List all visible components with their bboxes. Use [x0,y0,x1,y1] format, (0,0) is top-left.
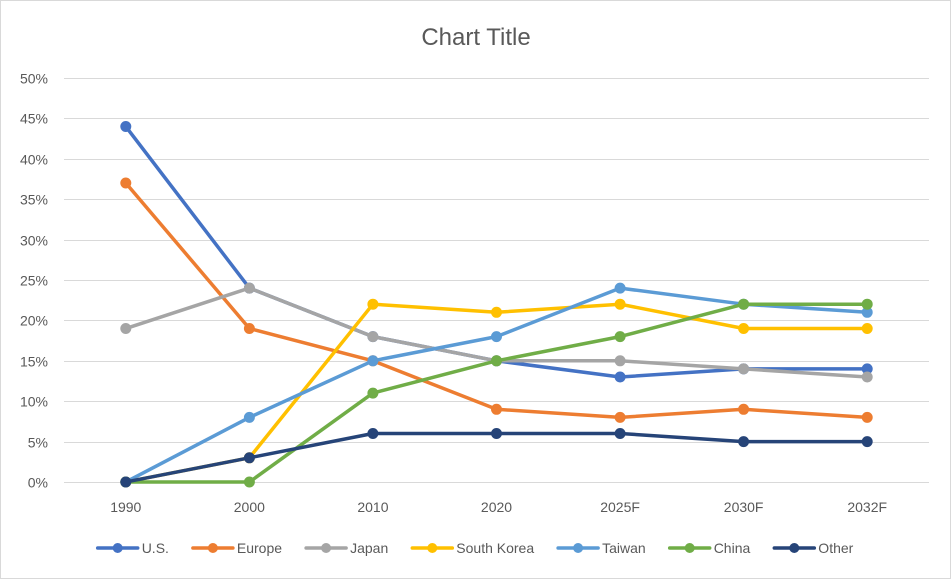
y-tick-label: 30% [20,233,48,249]
x-tick-label: 2030F [724,499,764,515]
legend-swatch-marker [573,543,584,553]
legend-item-china[interactable]: China [667,540,751,556]
data-point[interactable] [861,371,873,383]
data-point[interactable] [614,371,626,383]
x-tick-label: 2020 [481,499,512,515]
y-tick-label: 50% [20,71,48,87]
y-tick-label: 40% [20,152,48,168]
legend-item-south-korea[interactable]: South Korea [410,540,534,556]
legend-label: Japan [350,540,388,556]
y-tick-label: 45% [20,111,48,127]
legend-label: Other [818,540,853,556]
data-point[interactable] [120,323,132,334]
legend-swatch-marker [207,543,218,553]
legend-label: China [714,540,751,556]
data-point[interactable] [367,298,379,310]
series-europe [120,177,873,423]
data-point[interactable] [614,355,626,367]
legend-item-japan[interactable]: Japan [304,540,388,556]
data-point[interactable] [367,355,379,367]
legend-swatch-marker [684,543,695,553]
data-point[interactable] [243,282,255,294]
chart-title: Chart Title [421,24,530,51]
x-axis-ticks: 1990 2000 2010 2020 2025F 2030F 2032F [110,499,887,515]
y-tick-label: 35% [20,192,48,208]
series-group [120,121,873,488]
data-point[interactable] [738,323,750,334]
series-line-europe [124,181,869,420]
x-tick-label: 2025F [600,499,640,515]
series-line-other [124,431,869,484]
data-point[interactable] [614,428,626,439]
data-point[interactable] [861,298,873,310]
y-tick-label: 25% [20,273,48,289]
data-point[interactable] [491,355,502,367]
data-point[interactable] [491,403,502,415]
legend-swatch-marker [789,543,800,553]
data-point[interactable] [367,387,379,399]
data-point[interactable] [243,452,255,464]
legend-label: Taiwan [602,540,646,556]
data-point[interactable] [861,411,873,423]
y-tick-label: 15% [20,354,48,370]
data-point[interactable] [614,282,626,294]
data-point[interactable] [861,323,873,334]
data-point[interactable] [614,411,626,423]
legend: U.S. Europe Japan South Korea Taiwan China Oth… [95,540,854,556]
series-line-south-korea [124,302,869,484]
data-point[interactable] [120,121,132,132]
data-point[interactable] [738,403,750,415]
data-point[interactable] [120,476,132,488]
legend-label: Europe [237,540,282,556]
legend-item-other[interactable]: Other [772,540,854,556]
data-point[interactable] [120,177,132,189]
gridlines [64,78,929,483]
y-axis-ticks: 0% 5% 10% 15% 20% 25% 30% 35% 40% 45% 50% [20,71,48,491]
series-south-korea [120,298,873,488]
legend-label: South Korea [456,540,534,556]
data-point[interactable] [367,428,379,439]
series-other [120,428,873,488]
legend-swatch-marker [112,543,123,553]
x-tick-label: 1990 [110,499,141,515]
data-point[interactable] [243,411,255,423]
data-point[interactable] [861,436,873,448]
y-tick-label: 5% [28,435,48,451]
data-point[interactable] [243,476,255,488]
x-tick-label: 2010 [357,499,388,515]
legend-item-u-s[interactable]: U.S. [95,540,169,556]
y-tick-label: 0% [28,475,48,491]
series-line-china [124,302,869,484]
y-tick-label: 20% [20,313,48,329]
data-point[interactable] [491,306,502,318]
data-point[interactable] [614,298,626,310]
x-tick-label: 2032F [847,499,887,515]
legend-swatch-marker [427,543,438,553]
data-point[interactable] [614,331,626,343]
data-point[interactable] [243,323,255,334]
data-point[interactable] [738,298,750,310]
legend-label: U.S. [142,540,169,556]
data-point[interactable] [367,331,379,343]
data-point[interactable] [491,331,502,343]
data-point[interactable] [491,428,502,439]
legend-swatch-marker [321,543,332,553]
series-u-s [120,121,873,383]
y-tick-label: 10% [20,394,48,410]
legend-item-taiwan[interactable]: Taiwan [556,540,646,556]
data-point[interactable] [738,436,750,448]
legend-item-europe[interactable]: Europe [191,540,282,556]
x-tick-label: 2000 [234,499,265,515]
data-point[interactable] [738,363,750,375]
